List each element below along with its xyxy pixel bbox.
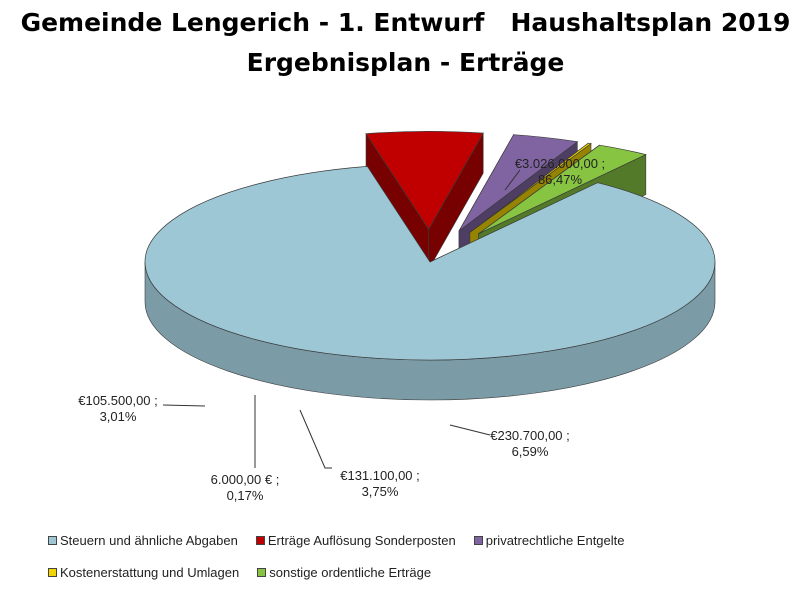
percent-label-steuern: 86,47% bbox=[538, 172, 583, 187]
percent-label-sonstige: 3,01% bbox=[100, 409, 137, 424]
legend-label-entgelte: privatrechtliche Entgelte bbox=[485, 533, 625, 548]
legend-row-2: Kostenerstattung und Umlagen sonstige or… bbox=[48, 565, 431, 580]
legend-swatch-kostenerstattung bbox=[48, 568, 57, 577]
percent-label-kostenerstattung: 0,17% bbox=[227, 488, 264, 503]
legend-swatch-steuern bbox=[48, 536, 57, 545]
legend-swatch-sonderposten bbox=[255, 536, 265, 545]
leader-line-steuern bbox=[504, 169, 521, 191]
legend-item-steuern: Steuern und ähnliche Abgaben bbox=[48, 533, 238, 548]
legend-label-sonderposten: Erträge Auflösung Sonderposten bbox=[267, 533, 456, 548]
legend-item-kostenerstattung: Kostenerstattung und Umlagen bbox=[48, 565, 239, 580]
data-labels: €3.026.000,00 ;86,47% €230.700,00 ;6,59% €… bbox=[78, 156, 605, 503]
legend-item-sonstige: sonstige ordentliche Erträge bbox=[257, 565, 431, 580]
slice-entgelte bbox=[458, 134, 579, 232]
value-label-steuern: €3.026.000,00 ; bbox=[515, 156, 605, 171]
slice-kostenerstattung bbox=[469, 142, 592, 233]
slice-steuern bbox=[144, 166, 716, 361]
pie-slices bbox=[144, 130, 716, 401]
leader-line-sonderposten bbox=[449, 424, 491, 436]
leader-line-sonstige bbox=[162, 404, 206, 407]
value-label-kostenerstattung: 6.000,00 € ; bbox=[211, 472, 280, 487]
value-label-sonstige: €105.500,00 ; bbox=[78, 393, 158, 408]
leader-line-entgelte bbox=[299, 409, 332, 469]
legend-label-sonstige: sonstige ordentliche Erträge bbox=[269, 565, 432, 580]
chart-title-line2: Ergebnisplan - Erträge bbox=[246, 48, 565, 77]
percent-label-sonderposten: 6,59% bbox=[512, 444, 549, 459]
legend-swatch-entgelte bbox=[473, 536, 483, 545]
legend-label-steuern: Steuern und ähnliche Abgaben bbox=[60, 533, 238, 548]
legend-row-1: Steuern und ähnliche Abgaben Erträge Auf… bbox=[48, 533, 625, 548]
percent-label-entgelte: 3,75% bbox=[362, 484, 399, 499]
legend-item-sonderposten: Erträge Auflösung Sonderposten bbox=[255, 533, 456, 548]
slice-sonstige bbox=[478, 144, 647, 235]
legend-swatch-sonstige bbox=[257, 568, 267, 577]
legend-label-kostenerstattung: Kostenerstattung und Umlagen bbox=[60, 565, 240, 580]
chart-title-line1: Gemeinde Lengerich - 1. Entwurf Haushalt… bbox=[20, 8, 791, 37]
legend-item-entgelte: privatrechtliche Entgelte bbox=[473, 533, 625, 548]
value-label-sonderposten: €230.700,00 ; bbox=[490, 428, 570, 443]
slice-sonderposten bbox=[365, 130, 484, 231]
value-label-entgelte: €131.100,00 ; bbox=[340, 468, 420, 483]
